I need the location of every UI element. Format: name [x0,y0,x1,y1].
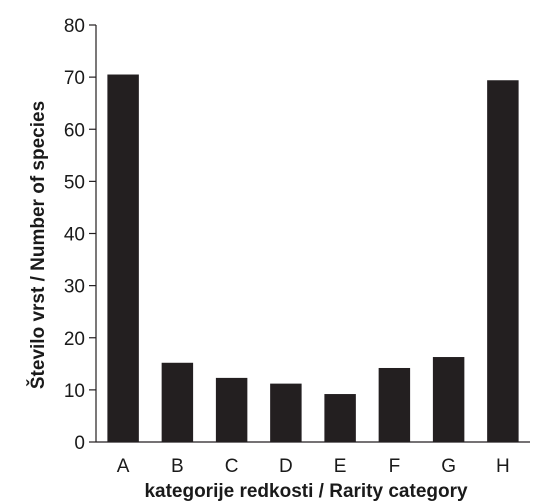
y-tick-label: 60 [64,120,85,141]
y-tick-label: 70 [64,68,85,89]
x-axis-title: kategorije redkosti / Rarity category [144,481,468,502]
x-tick-label: B [171,456,184,477]
x-tick-label: H [496,456,510,477]
y-axis: 0 10 20 30 40 50 60 70 80 [64,16,97,454]
bars [107,74,519,443]
y-tick-label: 30 [64,277,85,298]
y-tick-label: 50 [64,172,85,193]
bar-A [107,74,139,443]
bar-G [432,357,465,442]
y-tick-label: 0 [74,433,85,454]
x-tick-label: D [279,456,293,477]
y-tick-label: 10 [64,381,85,402]
x-tick-label: A [117,456,130,477]
x-tick-label: C [225,456,239,477]
x-ticks: A B C D E F G H [117,456,510,477]
bar-H [487,80,519,442]
y-tick-label: 20 [64,329,85,350]
bar-F [378,367,411,442]
y-tick-label: 80 [64,16,85,37]
bar-E [324,394,356,442]
bar-C [215,377,248,442]
bar-B [161,362,194,442]
y-ticks: 0 10 20 30 40 50 60 70 80 [64,16,96,454]
x-axis: A B C D E F G H [96,441,530,477]
y-tick-label: 40 [64,225,85,246]
bar-D [270,383,302,442]
x-tick-label: E [334,456,347,477]
y-axis-title: Število vrst / Number of species [27,101,49,389]
x-tick-label: F [389,456,401,477]
x-tick-label: G [441,456,456,477]
